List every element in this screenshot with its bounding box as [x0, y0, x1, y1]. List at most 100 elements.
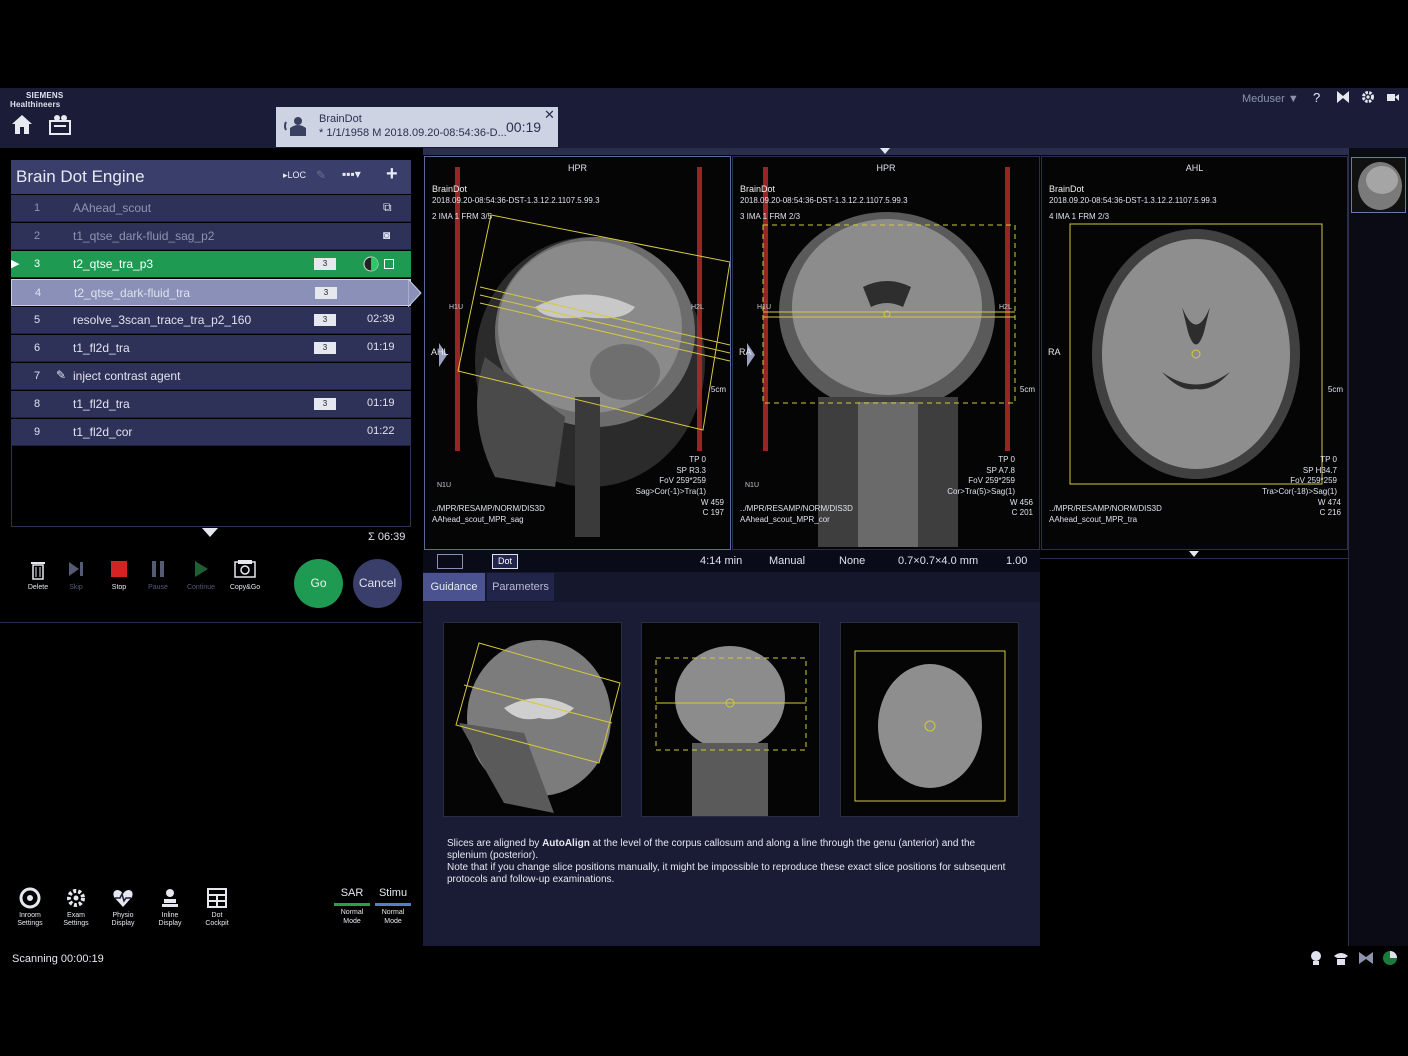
row-number: 5 [33, 314, 41, 326]
continue-label: Continue [186, 584, 216, 591]
list-view-icon[interactable] [437, 554, 463, 569]
positioning-mode: Manual [769, 555, 806, 567]
protocol-badge: 3 [314, 314, 336, 326]
protocol-row[interactable]: 2 t1_qtse_dark-fluid_sag_p2 ◙ [11, 223, 411, 250]
help-icon[interactable]: ? [1313, 90, 1321, 105]
center-value: C 197 [702, 508, 724, 517]
window-center: W 474 C 216 [1318, 498, 1341, 518]
tool-label: Display [158, 920, 182, 927]
window-value: W 474 [1317, 498, 1341, 507]
sar-mode-button[interactable]: SAR Normal Mode [332, 887, 372, 926]
side-label: AHL [431, 347, 449, 357]
contrast-setting: None [839, 555, 866, 567]
tab-parameters[interactable]: Parameters [487, 573, 554, 601]
bowtie-icon[interactable] [1336, 90, 1350, 107]
guidance-image-sagittal [443, 622, 622, 817]
phone-icon[interactable] [1333, 950, 1349, 969]
inline-display-button[interactable]: Inline Display [150, 887, 190, 928]
protocol-name: t1_fl2d_cor [73, 425, 133, 439]
user-menu[interactable]: Meduser ▼ [1242, 93, 1299, 105]
physio-display-button[interactable]: Physio Display [103, 887, 143, 928]
protocol-row-selected[interactable]: 4 t2_qtse_dark-fluid_tra 3 [11, 279, 411, 306]
image-icon[interactable]: ◙ [383, 228, 391, 242]
expand-arrow-icon[interactable] [1189, 551, 1199, 557]
tab-guidance[interactable]: Guidance [423, 573, 485, 601]
protocol-row[interactable]: 8 t1_fl2d_tra 3 01:19 [11, 391, 411, 418]
source-path: ../MPR/RESAMP/NORM/DIS3D [1049, 504, 1162, 513]
total-time: Σ 06:39 [368, 531, 406, 543]
bowtie-status-icon[interactable] [1358, 950, 1374, 969]
collapse-arrow-icon[interactable] [202, 528, 218, 537]
checkbox-icon[interactable] [384, 259, 394, 269]
continue-button[interactable]: Continue [181, 560, 221, 591]
more-icon[interactable]: ▪▪▪▾ [342, 167, 361, 181]
protocol-row-active[interactable]: ▶ 3 t2_qtse_tra_p3 3 [11, 251, 411, 278]
patient-view-icon[interactable] [1308, 950, 1324, 969]
home-icon[interactable] [10, 112, 34, 142]
expand-arrow-icon[interactable] [880, 148, 890, 154]
logo-line2: Healthineers [10, 100, 61, 109]
patient-card[interactable]: BrainDot * 1/1/1958 M 2018.09.20-08:54:3… [276, 107, 558, 147]
copy-icon[interactable]: ⧉ [383, 200, 392, 214]
pause-button[interactable]: Pause [138, 560, 178, 591]
slab-label: N1U [745, 482, 760, 489]
row-number: 7 [33, 370, 41, 382]
row-number: 6 [33, 342, 41, 354]
patient-details: * 1/1/1958 M 2018.09.20-08:54:36-D... [319, 127, 507, 139]
orientation-label: HPR [876, 163, 896, 173]
cancel-button[interactable]: Cancel [353, 559, 402, 608]
mode-label: Normal [381, 909, 405, 916]
guidance-line1-pre: Slices are aligned by [447, 838, 543, 849]
viewport-study: 2018.09.20-08:54:36-DST-1.3.12.2.1107.5.… [740, 196, 908, 205]
pause-label: Pause [148, 584, 168, 591]
param-line: Sag>Cor(-1)>Tra(1) [635, 486, 706, 496]
protocol-row[interactable]: 5 resolve_3scan_trace_tra_p2_160 3 02:39 [11, 307, 411, 334]
guidance-image-axial [840, 622, 1019, 817]
patient-icon [284, 116, 306, 142]
stimulation-mode-button[interactable]: Stimu Normal Mode [373, 887, 413, 926]
delete-button[interactable]: Delete [18, 560, 58, 591]
tool-label: Physio [112, 912, 134, 919]
skip-button[interactable]: Skip [56, 560, 96, 591]
mode-title: SAR [340, 887, 364, 899]
stop-button[interactable]: Stop [99, 560, 139, 591]
viewport-coronal[interactable]: HPR BrainDot 2018.09.20-08:54:36-DST-1.3… [732, 156, 1040, 550]
protocol-info-bar [423, 550, 1040, 572]
gear-icon[interactable] [1361, 90, 1375, 107]
viewport-sagittal[interactable]: HPR BrainDot 2018.09.20-08:54:36-DST-1.3… [424, 156, 731, 550]
side-label: RA [739, 347, 752, 357]
delete-label: Delete [27, 584, 49, 591]
protocol-row[interactable]: 6 t1_fl2d_tra 3 01:19 [11, 335, 411, 362]
go-button[interactable]: Go [294, 559, 343, 608]
tool-label: Inroom [19, 912, 41, 919]
copy-go-button[interactable]: Copy&Go [225, 560, 265, 591]
loc-button[interactable]: ▸LOC [283, 170, 307, 180]
exam-settings-button[interactable]: Exam Settings [56, 887, 96, 928]
add-icon[interactable]: + [386, 163, 398, 185]
dot-cockpit-button[interactable]: Dot Cockpit [197, 887, 237, 928]
window-value: W 459 [700, 498, 724, 507]
protocol-badge: 3 [314, 342, 336, 354]
protocol-row[interactable]: 9 t1_fl2d_cor 01:22 [11, 419, 411, 446]
window-center: W 456 C 201 [1010, 498, 1033, 518]
row-number: 9 [33, 426, 41, 438]
viewport-axial[interactable]: AHL BrainDot 2018.09.20-08:54:36-DST-1.3… [1041, 156, 1348, 550]
protocol-row[interactable]: 7 ✎ inject contrast agent [11, 363, 411, 390]
protocol-name: t2_qtse_dark-fluid_tra [74, 286, 191, 300]
camera-icon[interactable] [1386, 90, 1400, 107]
dot-view-button[interactable]: Dot [492, 554, 518, 569]
protocol-name: t2_qtse_tra_p3 [73, 257, 154, 271]
viewport-source: ../MPR/RESAMP/NORM/DIS3D AAhead_scout_MP… [432, 503, 545, 525]
protocol-name: t1_fl2d_tra [73, 397, 130, 411]
guidance-line1-post: at the level of the corpus callosum and … [447, 838, 976, 861]
series-thumbnail[interactable] [1351, 157, 1406, 213]
mode-indicator [375, 903, 411, 906]
inroom-settings-button[interactable]: Inroom Settings [10, 887, 50, 928]
protocol-row[interactable]: 1 AAhead_scout ⧉ [11, 195, 411, 222]
param-line: TP 0 [998, 455, 1015, 464]
viewport-series: 3 IMA 1 FRM 2/3 [740, 212, 801, 221]
row-number: 4 [34, 287, 42, 299]
edit-icon[interactable]: ✎ [316, 168, 327, 182]
patient-registration-icon[interactable] [47, 112, 73, 142]
close-icon[interactable]: ✕ [544, 107, 555, 122]
